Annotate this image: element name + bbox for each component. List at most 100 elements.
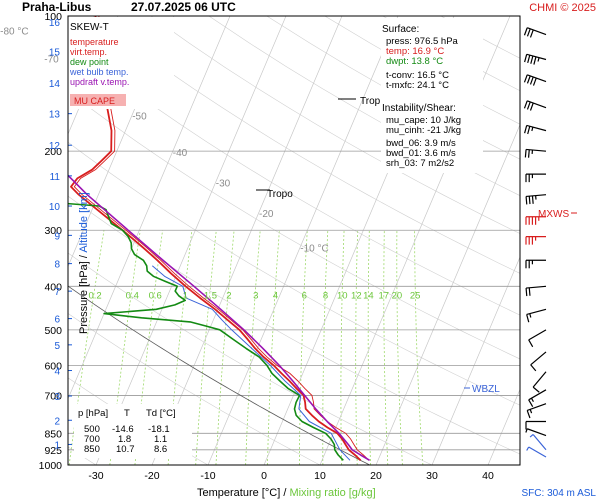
pressure-tick-label: 700 <box>44 390 62 402</box>
temperature-tick-label: -20 <box>144 470 159 482</box>
level-table-cell: 700 <box>84 434 100 445</box>
altitude-tick-label: 16 <box>49 18 61 29</box>
wind-barb <box>525 216 546 225</box>
mixing-ratio-label: 1.5 <box>204 290 217 301</box>
wind-barb <box>523 27 547 38</box>
legend-box <box>68 17 174 109</box>
surface-dwpt: dwpt: 13.8 °C <box>386 56 443 67</box>
surface-title: Surface: <box>382 24 419 35</box>
tropopause-label-1: Trop <box>360 96 381 107</box>
wind-barb <box>525 420 546 430</box>
y-axis-title-pressure: Pressure [hPa] <box>78 261 90 334</box>
level-table-header-td: Td [°C] <box>146 408 176 419</box>
mixing-ratio-line <box>68 230 105 465</box>
wbzl-label: WBZL <box>472 384 500 395</box>
legend-title: SKEW-T <box>70 22 109 33</box>
wind-barb <box>525 194 547 205</box>
chart-labels: 1002003004005006007008509251000123456789… <box>0 11 547 482</box>
isotherm-line <box>207 16 399 465</box>
legend-item-virt-temp: virt.temp. <box>70 47 107 57</box>
altitude-tick-label: 7 <box>54 287 60 298</box>
temperature-tick-label: 0 <box>261 470 267 482</box>
level-table-header-t: T <box>124 408 130 419</box>
mixing-ratio-label: 20 <box>392 290 403 301</box>
sfc-label: SFC: 304 m ASL <box>522 488 597 499</box>
credit-text: CHMI © 2025 <box>529 2 596 14</box>
instability-mu-cape: mu_cape: 10 J/kg <box>386 115 461 126</box>
mixing-ratio-line <box>267 230 280 465</box>
tropopause-label-2: Tropo <box>267 189 293 200</box>
series-dew-point <box>68 202 344 461</box>
surface-press: press: 976.5 hPa <box>386 36 459 47</box>
datetime-title: 27.07.2025 06 UTC <box>131 0 236 14</box>
altitude-tick-label: 5 <box>54 341 60 352</box>
altitude-tick-label: 10 <box>49 202 61 213</box>
temperature-tick-label: 10 <box>314 470 326 482</box>
y-axis-title: Pressure [hPa] / Altitude [km] <box>78 192 90 334</box>
wind-barb <box>525 285 547 297</box>
wind-barb <box>525 236 546 245</box>
series-updraft-v-temp <box>68 174 371 461</box>
mixing-ratio-label: 8 <box>323 290 328 301</box>
isotherm-line <box>431 256 520 465</box>
x-axis-title-sep: / <box>283 487 289 499</box>
pressure-tick-label: 200 <box>44 146 62 158</box>
altitude-tick-label: 15 <box>49 48 61 59</box>
mixing-ratio-label: 17 <box>378 290 389 301</box>
altitude-tick-label: 8 <box>54 260 60 271</box>
level-table-cell: -14.6 <box>112 424 134 435</box>
legend-item-updraft: updraft v.temp. <box>70 77 129 87</box>
dry-adiabat-line <box>68 252 433 465</box>
wind-barb <box>523 100 547 111</box>
wind-barb <box>525 428 547 437</box>
temperature-tick-label: -10 <box>200 470 215 482</box>
mixing-ratio-label: 0.6 <box>149 290 162 301</box>
mixing-ratio-line <box>215 230 235 465</box>
surface-tconv: t-conv: 16.5 °C <box>386 70 449 81</box>
pressure-tick-label: 850 <box>44 428 62 440</box>
instability-mu-cinh: mu_cinh: -21 J/kg <box>386 125 461 136</box>
wind-barb <box>524 124 547 135</box>
station-title: Praha-Libus <box>22 0 92 14</box>
mixing-ratio-label: 14 <box>363 290 374 301</box>
mixing-ratio-line <box>298 230 308 465</box>
altitude-tick-label: 3 <box>54 392 60 403</box>
altitude-tick-label: 2 <box>54 416 60 427</box>
altitude-tick-label: 11 <box>50 172 61 183</box>
pressure-tick-label: 600 <box>44 360 62 372</box>
temperature-tick-label: -30 <box>88 470 103 482</box>
mixing-ratio-label: 3 <box>253 290 258 301</box>
mixing-ratio-line <box>367 230 371 465</box>
mixing-ratio-label: 12 <box>351 290 362 301</box>
mixing-ratio-line <box>396 230 403 465</box>
mixing-ratio-line <box>414 230 424 465</box>
chart-grid <box>68 16 520 465</box>
wind-barb <box>525 259 546 269</box>
x-axis-title-mixing: Mixing ratio [g/kg] <box>289 487 375 499</box>
instability-bwd01: bwd_01: 3.6 m/s <box>386 148 456 159</box>
mixing-ratio-label: 0.4 <box>126 290 139 301</box>
level-table-cell: 10.7 <box>116 444 135 455</box>
legend-item-dew-point: dew point <box>70 57 109 67</box>
mixing-ratio-label: 25 <box>410 290 421 301</box>
level-table-cell: 500 <box>84 424 100 435</box>
pressure-tick-label: 925 <box>44 445 62 457</box>
x-axis-title-temperature: Temperature [°C] <box>197 487 280 499</box>
altitude-tick-label: 1 <box>54 440 60 451</box>
surface-tmxfc: t-mxfc: 24.1 °C <box>386 80 449 91</box>
x-axis-title: Temperature [°C] / Mixing ratio [g/kg] <box>197 487 376 499</box>
pressure-tick-label: 1000 <box>39 460 63 472</box>
wind-barb <box>526 308 547 323</box>
y-axis-title-sep: / <box>78 253 90 259</box>
level-table-box <box>74 404 192 458</box>
cape-badge <box>70 94 126 106</box>
cape-badge-label: MU CAPE <box>74 96 115 106</box>
level-table-cell: 1.1 <box>154 434 167 445</box>
isotherm-label: -40 <box>173 148 188 159</box>
wind-barb <box>528 329 547 348</box>
pressure-tick-label: 400 <box>44 281 62 293</box>
level-table-cell: 850 <box>84 444 100 455</box>
series-temperature <box>70 16 362 461</box>
level-table-cell: 8.6 <box>154 444 167 455</box>
altitude-tick-label: 4 <box>54 367 60 378</box>
